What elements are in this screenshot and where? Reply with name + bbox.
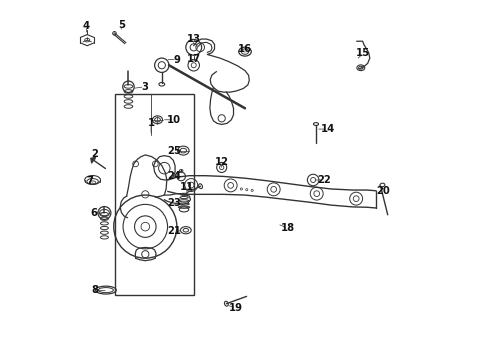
Text: 4: 4 [83,21,90,31]
Text: 24: 24 [167,171,181,181]
Text: 25: 25 [167,145,181,156]
Text: 15: 15 [356,48,370,58]
Text: 18: 18 [281,224,295,233]
Text: 19: 19 [229,303,243,313]
Text: 23: 23 [167,198,181,208]
Text: 1: 1 [147,118,155,128]
Text: 22: 22 [317,175,331,185]
Text: 5: 5 [118,20,125,30]
Text: 7: 7 [86,176,93,186]
Text: 14: 14 [320,124,335,134]
Text: 20: 20 [376,186,390,197]
Text: 11: 11 [180,182,194,192]
Text: 13: 13 [187,34,201,44]
Text: 2: 2 [92,149,98,159]
Polygon shape [91,157,96,163]
Text: 9: 9 [173,54,180,64]
Text: 21: 21 [167,226,181,236]
Text: 16: 16 [238,44,252,54]
Text: 8: 8 [92,285,98,296]
Text: 3: 3 [141,82,148,92]
Text: 10: 10 [167,115,181,125]
Text: 12: 12 [215,157,229,167]
Text: 17: 17 [187,54,201,64]
Bar [115,94,194,295]
Text: 6: 6 [90,208,97,218]
